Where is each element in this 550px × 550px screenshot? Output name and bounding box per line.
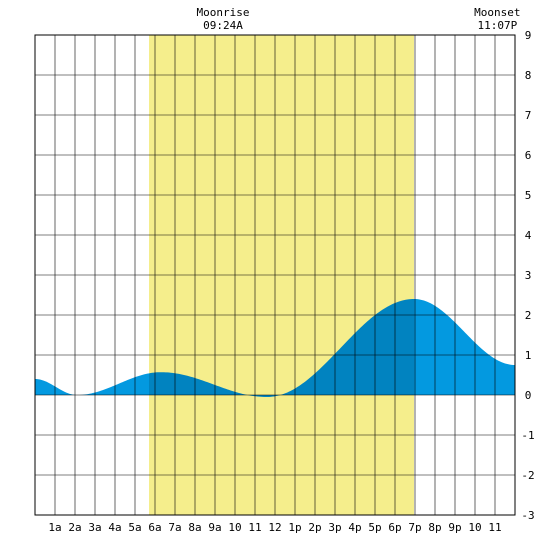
- x-tick-label: 1a: [48, 521, 61, 534]
- x-tick-label: 1p: [288, 521, 301, 534]
- x-tick-label: 5a: [128, 521, 141, 534]
- x-tick-label: 9p: [448, 521, 461, 534]
- y-tick-label: -2: [521, 469, 534, 482]
- y-tick-label: 6: [525, 149, 532, 162]
- x-tick-label: 4p: [348, 521, 361, 534]
- y-tick-label: 2: [525, 309, 532, 322]
- plot-frame: [34, 34, 516, 516]
- y-tick-label: 0: [525, 389, 532, 402]
- moon-event-time: 09:24A: [203, 19, 243, 32]
- tide-area-daylight: [149, 299, 414, 397]
- y-tick-label: 5: [525, 189, 532, 202]
- x-tick-label: 2p: [308, 521, 321, 534]
- moon-event-time: 11:07P: [477, 19, 517, 32]
- tide-area: [35, 299, 515, 397]
- x-tick-label: 7a: [168, 521, 181, 534]
- y-tick-label: -1: [521, 429, 534, 442]
- x-tick-label: 12: [268, 521, 281, 534]
- y-tick-label: 7: [525, 109, 532, 122]
- x-tick-label: 9a: [208, 521, 221, 534]
- x-tick-label: 7p: [408, 521, 421, 534]
- y-tick-label: 8: [525, 69, 532, 82]
- x-tick-label: 2a: [68, 521, 81, 534]
- y-axis-ticks: -3 -2 -1 0 1 2 3 4 5 6 7 8 9: [521, 29, 534, 522]
- moon-event-label: Moonrise: [197, 6, 250, 19]
- x-tick-label: 8p: [428, 521, 441, 534]
- x-tick-label: 3a: [88, 521, 101, 534]
- x-tick-label: 3p: [328, 521, 341, 534]
- x-tick-label: 10: [228, 521, 241, 534]
- tide-area-evening: [414, 299, 515, 395]
- moon-event-label: Moonset: [474, 6, 520, 19]
- x-tick-label: 4a: [108, 521, 121, 534]
- tide-area-predawn: [35, 373, 149, 395]
- x-tick-label: 10: [468, 521, 481, 534]
- x-tick-label: 8a: [188, 521, 201, 534]
- grid: [35, 35, 515, 515]
- y-tick-label: -3: [521, 509, 534, 522]
- x-tick-label: 6p: [388, 521, 401, 534]
- x-tick-label: 11: [488, 521, 501, 534]
- y-tick-label: 3: [525, 269, 532, 282]
- x-tick-label: 5p: [368, 521, 381, 534]
- y-tick-label: 1: [525, 349, 532, 362]
- x-tick-label: 6a: [148, 521, 161, 534]
- y-tick-label: 4: [525, 229, 532, 242]
- x-axis-ticks: 1a 2a 3a 4a 5a 6a 7a 8a 9a 10 11 12 1p 2p 3p 4p 5p 6p 7p 8p…: [48, 521, 501, 534]
- x-tick-label: 11: [248, 521, 261, 534]
- y-tick-label: 9: [525, 29, 532, 42]
